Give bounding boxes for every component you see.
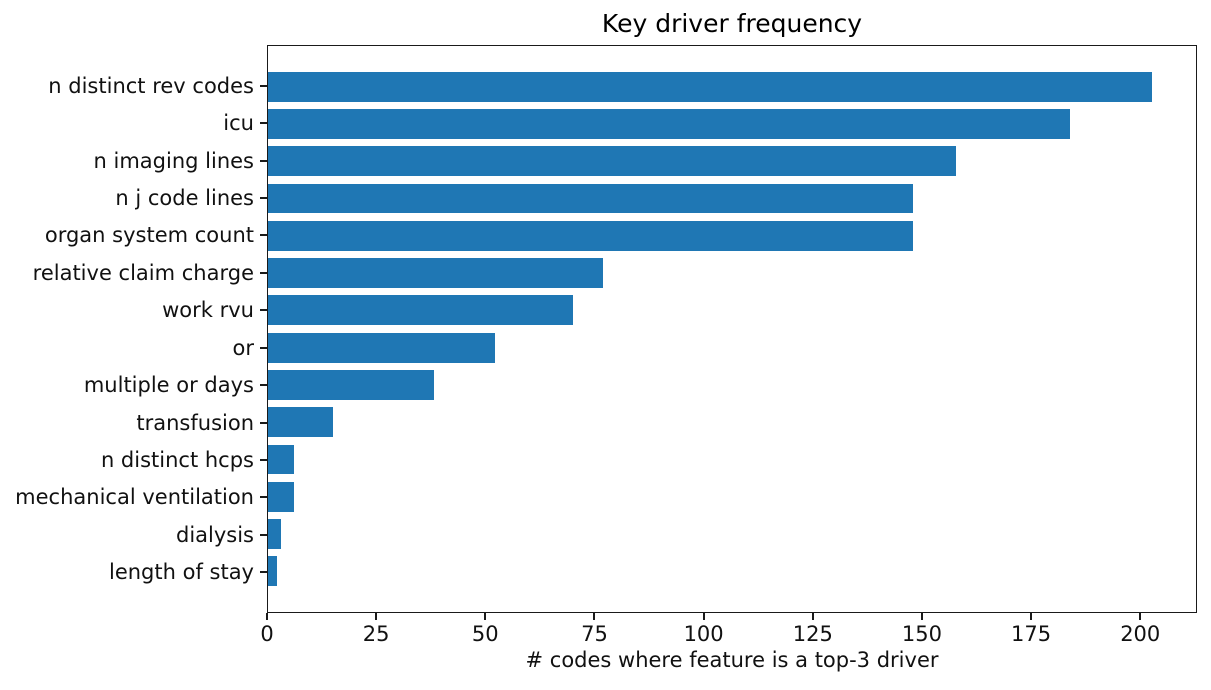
y-tick-label: work rvu <box>162 298 254 323</box>
y-tick-row: relative claim charge <box>0 254 267 291</box>
x-tick-label: 25 <box>362 622 390 646</box>
y-tick-row: n distinct rev codes <box>0 67 267 104</box>
y-tick-mark <box>260 533 267 536</box>
y-tick-row: icu <box>0 104 267 141</box>
y-tick-row: organ system count <box>0 217 267 254</box>
x-tick-mark <box>593 613 596 620</box>
bar-row <box>268 292 1196 329</box>
y-tick-mark <box>260 84 267 87</box>
y-tick-mark <box>260 271 267 274</box>
x-tick-mark <box>1139 613 1142 620</box>
y-tick-row: n imaging lines <box>0 142 267 179</box>
bar-or <box>268 332 495 363</box>
bar-work-rvu <box>268 295 573 326</box>
x-tick-label: 175 <box>1011 622 1052 646</box>
bar-row <box>268 105 1196 142</box>
y-tick-label: or <box>232 335 254 360</box>
y-tick-row: mechanical ventilation <box>0 479 267 516</box>
y-tick-mark <box>260 384 267 387</box>
plot-area <box>267 45 1197 613</box>
x-tick-mark <box>920 613 923 620</box>
y-tick-row: length of stay <box>0 553 267 590</box>
y-tick-row: or <box>0 329 267 366</box>
bar-organ-system-count <box>268 220 913 251</box>
x-tick-label: 0 <box>260 622 274 646</box>
y-tick-mark <box>260 122 267 125</box>
y-tick-mark <box>260 458 267 461</box>
bar-row <box>268 254 1196 291</box>
y-tick-label: n imaging lines <box>93 148 254 173</box>
bar-row <box>268 329 1196 366</box>
bar-dialysis <box>268 519 282 549</box>
y-tick-mark <box>260 159 267 162</box>
y-tick-mark <box>260 309 267 312</box>
y-tick-mark <box>260 496 267 499</box>
bar-row <box>268 553 1196 590</box>
bar-transfusion <box>268 407 334 438</box>
x-tick-label: 100 <box>683 622 724 646</box>
y-tick-row: multiple or days <box>0 366 267 403</box>
x-axis-label: # codes where feature is a top-3 driver <box>525 648 939 672</box>
x-tick-label: 200 <box>1120 622 1161 646</box>
y-tick-label: n distinct hcps <box>100 447 254 472</box>
x-tick-label: 150 <box>901 622 942 646</box>
bar-row <box>268 366 1196 403</box>
bar-row <box>268 404 1196 441</box>
x-tick-label: 125 <box>792 622 833 646</box>
y-tick-row: transfusion <box>0 404 267 441</box>
y-tick-label: transfusion <box>136 410 254 435</box>
y-tick-label: organ system count <box>44 223 254 248</box>
y-tick-label: relative claim charge <box>32 260 254 285</box>
y-tick-mark <box>260 196 267 199</box>
y-tick-label: dialysis <box>175 522 254 547</box>
bar-relative-claim-charge <box>268 258 604 288</box>
x-tick-mark <box>375 613 378 620</box>
y-tick-row: n j code lines <box>0 179 267 216</box>
bar-row <box>268 441 1196 478</box>
chart-title: Key driver frequency <box>601 9 863 38</box>
y-tick-mark <box>260 346 267 349</box>
y-tick-label: n j code lines <box>115 185 254 210</box>
y-tick-mark <box>260 571 267 574</box>
x-tick-label: 50 <box>471 622 499 646</box>
bar-row <box>268 478 1196 515</box>
bar-mechanical-ventilation <box>268 481 295 512</box>
y-tick-mark <box>260 421 267 424</box>
bar-row <box>268 217 1196 254</box>
y-axis: n distinct rev codes icu n imaging lines n … <box>0 45 267 613</box>
bar-length-of-stay <box>268 556 277 587</box>
y-tick-mark <box>260 234 267 237</box>
x-tick-mark <box>1030 613 1033 620</box>
y-tick-label: mechanical ventilation <box>15 485 254 510</box>
bar-icu <box>268 109 1070 139</box>
y-tick-label: n distinct rev codes <box>48 73 254 98</box>
x-tick-mark <box>484 613 487 620</box>
bar-multiple-or-days <box>268 369 434 400</box>
x-tick-mark <box>266 613 268 620</box>
y-tick-row: n distinct hcps <box>0 441 267 478</box>
y-tick-row: dialysis <box>0 516 267 553</box>
x-tick-label: 75 <box>581 622 608 646</box>
y-tick-row: work rvu <box>0 292 267 329</box>
bar-row <box>268 68 1196 105</box>
x-axis: 0 25 50 75 100 125 150 175 200 <box>260 613 1197 658</box>
x-tick-mark <box>702 613 705 620</box>
bar-row <box>268 180 1196 217</box>
bar-row <box>268 143 1196 180</box>
bar-row <box>268 515 1196 552</box>
bar-n-imaging-lines <box>268 146 957 177</box>
bar-n-distinct-hcps <box>268 444 295 475</box>
y-tick-label: icu <box>223 111 254 136</box>
x-tick-mark <box>811 613 814 620</box>
bar-n-distinct-rev-codes <box>268 71 1153 102</box>
y-tick-label: length of stay <box>108 560 254 585</box>
bar-n-j-code-lines <box>268 183 913 214</box>
y-tick-label: multiple or days <box>83 373 254 398</box>
